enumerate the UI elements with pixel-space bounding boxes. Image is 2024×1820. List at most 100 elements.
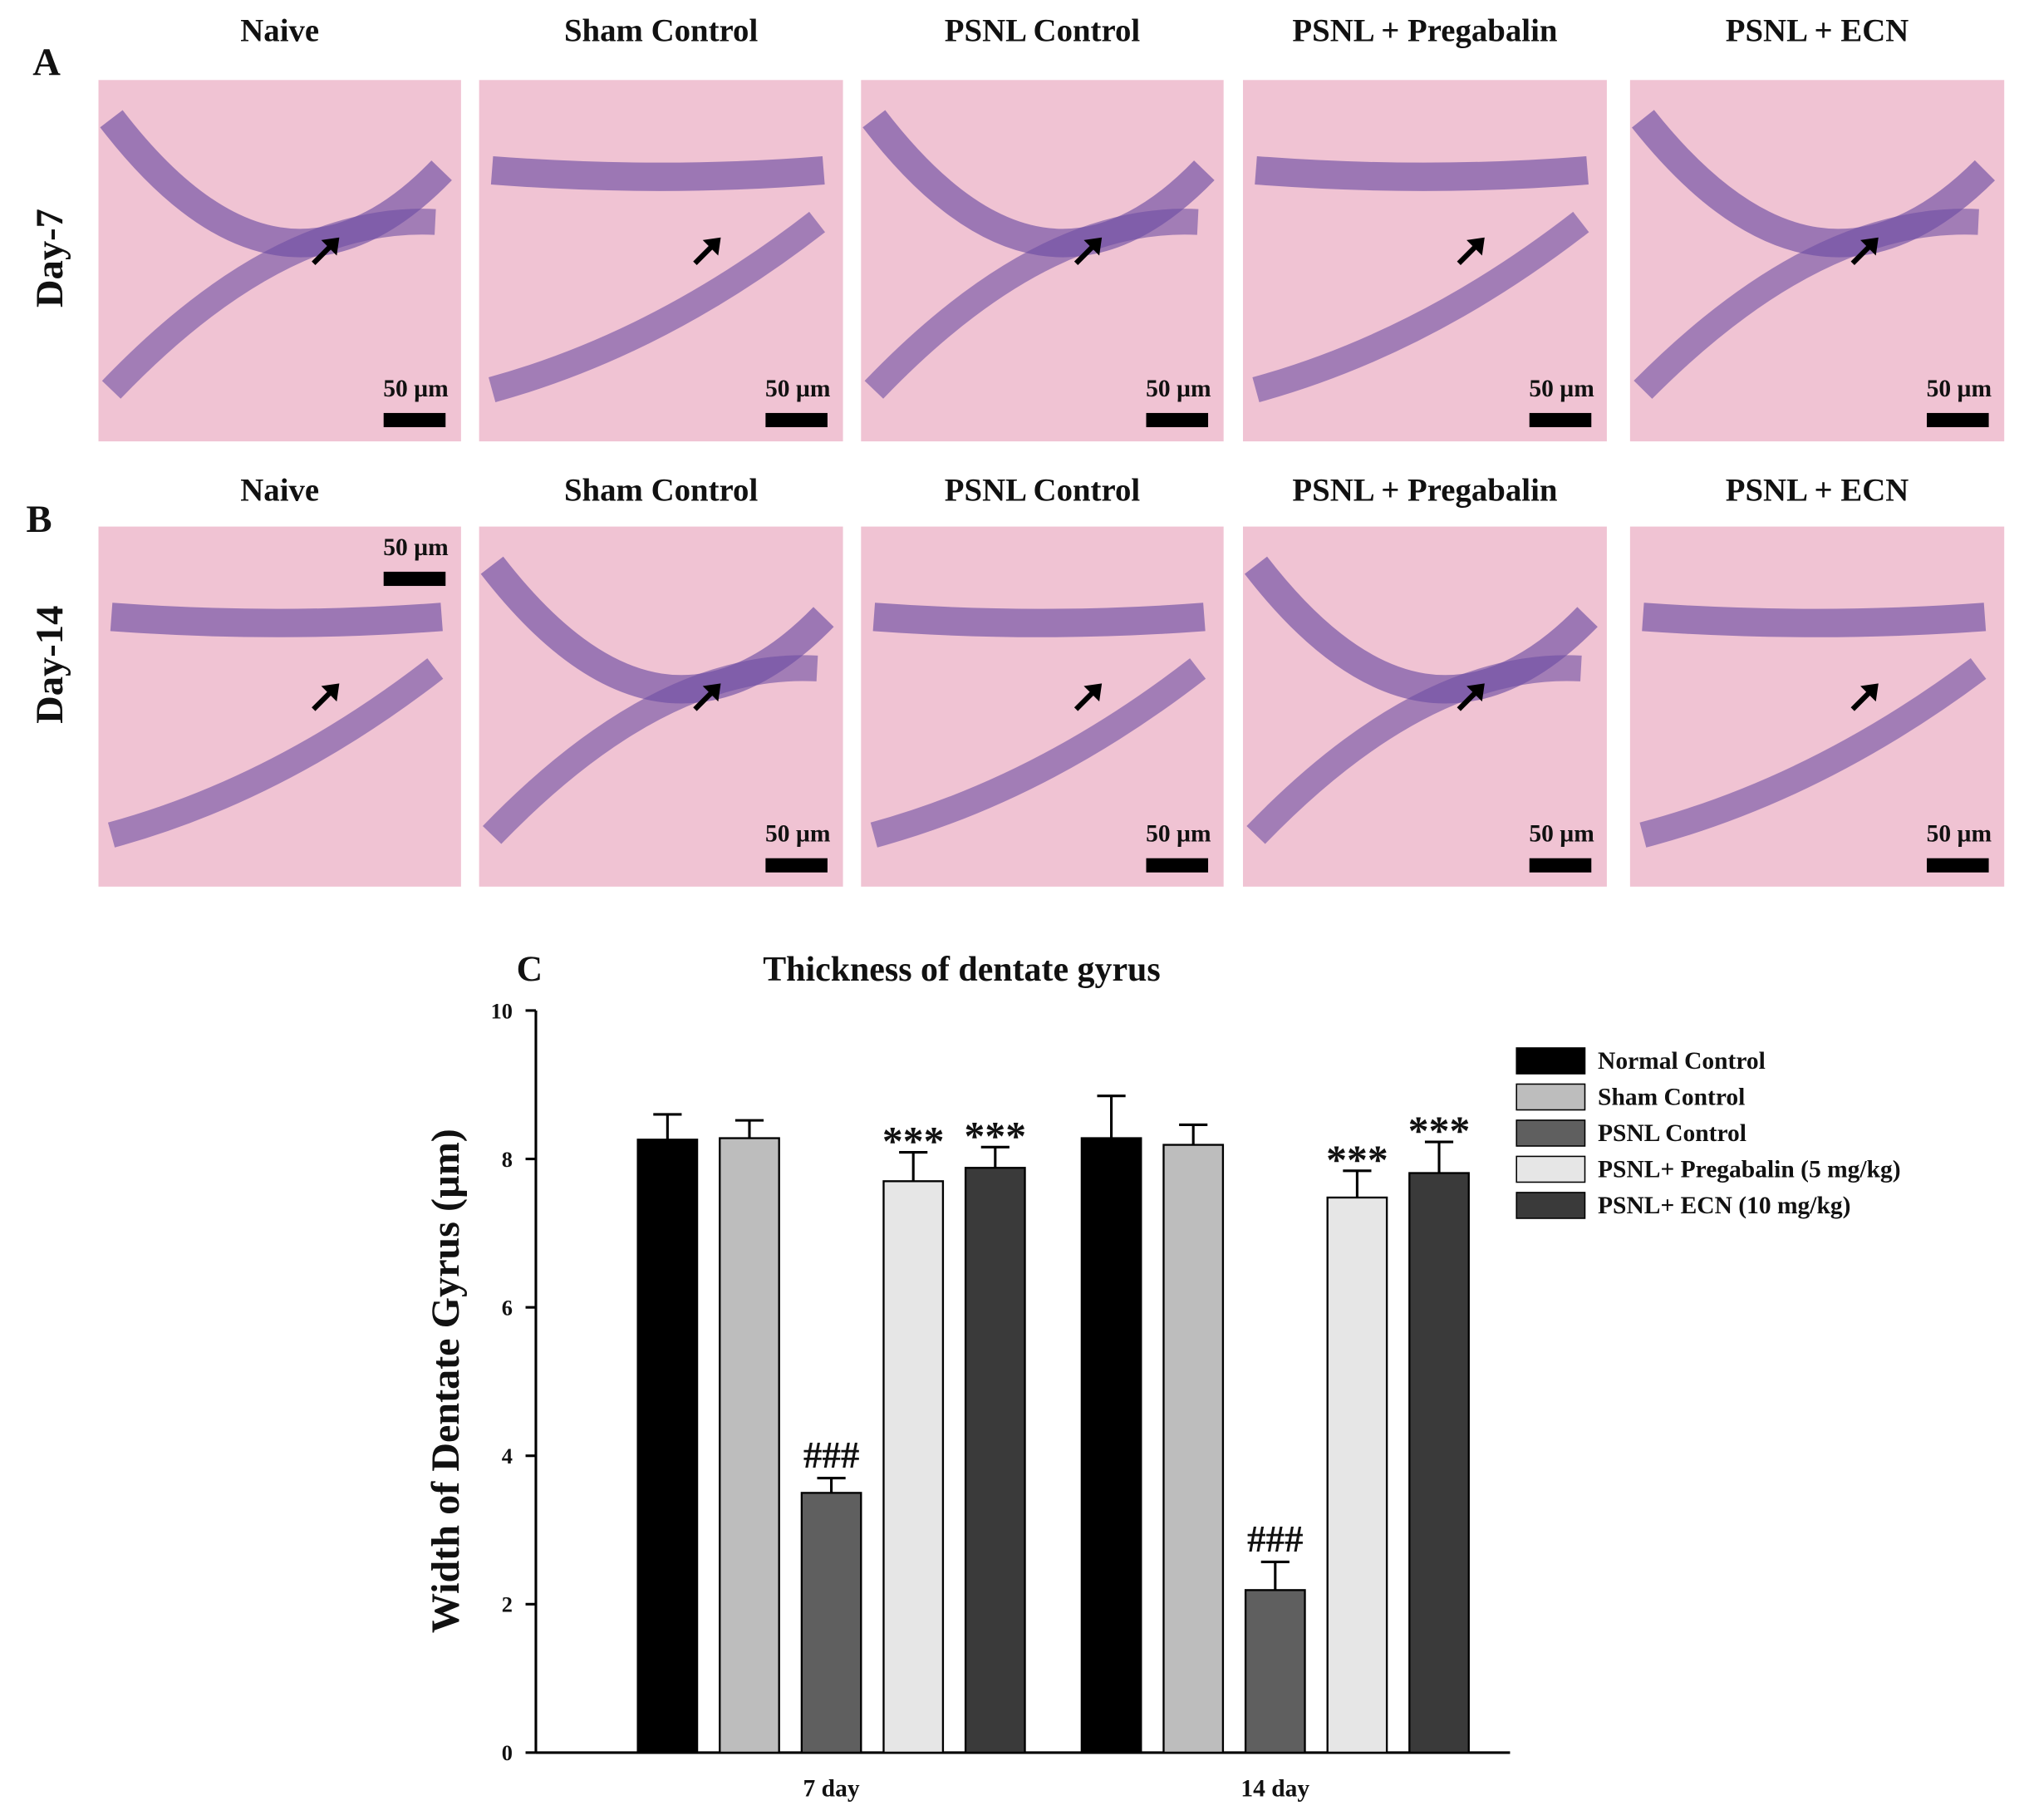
panel-title: Naive	[240, 13, 319, 49]
scale-label: 50 µm	[1529, 821, 1594, 848]
significance-label: ***	[882, 1119, 945, 1164]
bar	[1080, 1137, 1142, 1754]
legend-swatch	[1516, 1192, 1586, 1219]
panel-title: PSNL Control	[945, 13, 1141, 49]
scale-label: 50 µm	[765, 821, 831, 848]
scale-bar	[1927, 412, 1989, 428]
cell-layer	[107, 658, 444, 848]
scale-label: 50 µm	[383, 534, 449, 561]
cell-layer	[101, 209, 436, 399]
arrow-head	[321, 237, 340, 256]
scale-label: 50 µm	[1146, 821, 1211, 848]
arrow-head	[1083, 237, 1103, 256]
significance-label: ***	[965, 1113, 1027, 1158]
arrow-head	[702, 237, 721, 256]
cell-layer	[1632, 110, 1995, 258]
arrow-head	[1466, 237, 1485, 256]
bar	[1162, 1144, 1225, 1754]
arrow-head	[1860, 683, 1879, 702]
y-tick-label: 0	[502, 1740, 513, 1765]
arrow-head	[702, 683, 721, 702]
cell-layer	[490, 155, 825, 191]
x-tick-label: 7 day	[803, 1776, 860, 1803]
scale-label: 50 µm	[1927, 821, 1992, 848]
cell-layer	[862, 110, 1215, 258]
cell-layer	[864, 209, 1199, 399]
y-tick-label: 10	[491, 998, 513, 1023]
scale-label: 50 µm	[1146, 376, 1211, 402]
scale-bar	[383, 412, 446, 428]
scale-bar	[1529, 412, 1592, 428]
cell-layer	[482, 655, 818, 844]
cell-layer	[1255, 155, 1589, 191]
cell-layer	[1639, 657, 1987, 848]
bar	[719, 1137, 780, 1754]
panel-label: B	[27, 498, 52, 541]
arrow-head	[1860, 237, 1879, 256]
cell-layer	[1642, 603, 1987, 637]
cell-layer	[1633, 209, 1979, 399]
scale-bar	[1146, 858, 1209, 873]
legend-label: PSNL+ Pregabalin (5 mg/kg)	[1598, 1156, 1901, 1183]
significance-label: ###	[803, 1434, 860, 1476]
cell-layer	[1246, 655, 1582, 844]
scale-label: 50 µm	[1927, 376, 1992, 402]
bar	[964, 1167, 1026, 1754]
panel-title: PSNL + ECN	[1726, 473, 1909, 509]
x-tick-label: 14 day	[1240, 1776, 1309, 1803]
scale-label: 50 µm	[1529, 376, 1594, 402]
significance-label: ***	[1408, 1108, 1471, 1153]
significance-label: ***	[1326, 1137, 1388, 1183]
legend-label: Normal Control	[1598, 1048, 1766, 1075]
legend-label: Sham Control	[1598, 1084, 1745, 1110]
arrow-head	[321, 683, 340, 702]
arrow-head	[1466, 683, 1485, 702]
y-tick-label: 6	[502, 1295, 513, 1320]
scale-label: 50 µm	[765, 376, 831, 402]
legend-label: PSNL Control	[1598, 1120, 1746, 1147]
scale-bar	[765, 858, 828, 873]
panel-label: A	[32, 41, 61, 84]
cell-layer	[872, 603, 1206, 637]
significance-label: ###	[1247, 1518, 1304, 1560]
bar	[800, 1492, 862, 1754]
panel-title: PSNL + Pregabalin	[1292, 473, 1557, 509]
cell-layer	[110, 603, 443, 637]
cell-layer	[100, 110, 452, 258]
scale-bar	[383, 571, 446, 587]
cell-layer	[1252, 211, 1589, 402]
panel-title: Sham Control	[564, 13, 758, 49]
cell-layer	[870, 658, 1206, 848]
bar	[882, 1180, 945, 1754]
scale-bar	[765, 412, 828, 428]
bar	[636, 1139, 699, 1754]
panel-label: C	[517, 949, 543, 989]
arrow-head	[1083, 683, 1103, 702]
row-label: Day-7	[28, 209, 71, 307]
legend-label: PSNL+ ECN (10 mg/kg)	[1598, 1193, 1850, 1219]
scale-label: 50 µm	[383, 376, 449, 402]
y-axis-label: Width of Dentate Gyrus (µm)	[424, 1129, 468, 1633]
y-tick-label: 8	[502, 1147, 513, 1172]
panel-title: PSNL Control	[945, 473, 1141, 509]
panel-title: PSNL + ECN	[1726, 13, 1909, 49]
legend-swatch	[1516, 1083, 1586, 1111]
y-tick-label: 4	[502, 1444, 513, 1468]
row-label: Day-14	[28, 606, 71, 724]
bar	[1408, 1172, 1470, 1754]
panel-title: PSNL + Pregabalin	[1292, 13, 1557, 49]
scale-bar	[1529, 858, 1592, 873]
scale-bar	[1146, 412, 1209, 428]
chart-title: Thickness of dentate gyrus	[763, 951, 1160, 989]
cell-layer	[489, 211, 826, 402]
bar	[1244, 1589, 1306, 1754]
legend-swatch	[1516, 1119, 1586, 1147]
bar	[1326, 1196, 1388, 1754]
cell-layer	[1244, 556, 1598, 704]
legend-swatch	[1516, 1047, 1586, 1075]
scale-bar	[1927, 858, 1989, 873]
cell-layer	[480, 556, 834, 704]
y-tick-label: 2	[502, 1592, 513, 1617]
panel-title: Naive	[240, 473, 319, 509]
